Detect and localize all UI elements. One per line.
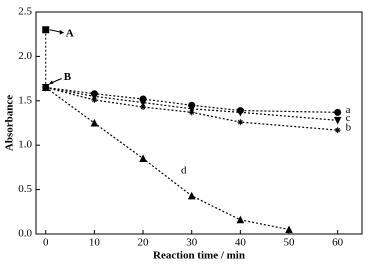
point xyxy=(42,26,50,34)
point xyxy=(139,154,147,163)
y-tick-label: 1.5 xyxy=(18,94,32,106)
annotation: A xyxy=(66,27,74,39)
x-tick-label: 40 xyxy=(235,237,247,249)
point xyxy=(237,119,244,126)
point xyxy=(91,96,98,103)
series-line xyxy=(45,86,338,113)
series-label: a xyxy=(346,104,351,116)
point xyxy=(90,118,99,127)
x-tick-label: 20 xyxy=(138,237,150,249)
point xyxy=(333,116,342,125)
x-tick-label: 30 xyxy=(186,237,198,249)
series-line xyxy=(45,86,338,121)
y-tick-label: 2.0 xyxy=(18,50,32,62)
series-line xyxy=(45,86,338,131)
point xyxy=(187,191,196,200)
x-tick-label: 60 xyxy=(332,237,344,249)
y-axis-label: Absorbance xyxy=(4,95,16,151)
point xyxy=(90,92,99,101)
y-tick-label: 0.5 xyxy=(18,183,32,195)
x-tick-label: 10 xyxy=(89,237,101,249)
point xyxy=(334,108,342,116)
arrow-head xyxy=(59,29,64,35)
y-tick-label: 2.5 xyxy=(18,6,32,18)
point xyxy=(236,108,245,117)
x-tick-label: 50 xyxy=(284,237,296,249)
series-label: c xyxy=(346,112,351,124)
arrow-head xyxy=(48,80,54,85)
series-label: b xyxy=(346,122,352,134)
point xyxy=(188,109,195,116)
point xyxy=(285,225,293,234)
series-label: d xyxy=(181,165,187,177)
x-tick-label: 0 xyxy=(43,237,49,249)
point xyxy=(139,99,147,107)
point xyxy=(236,215,245,224)
series-line xyxy=(45,86,290,231)
plot-frame xyxy=(35,11,363,235)
x-axis-label: Reaction time / min xyxy=(153,250,245,262)
point xyxy=(140,104,147,111)
point xyxy=(187,105,196,113)
annotation: B xyxy=(64,71,72,83)
point xyxy=(334,127,341,134)
y-tick-label: 0.0 xyxy=(18,228,32,240)
y-tick-label: 1.0 xyxy=(18,139,32,151)
